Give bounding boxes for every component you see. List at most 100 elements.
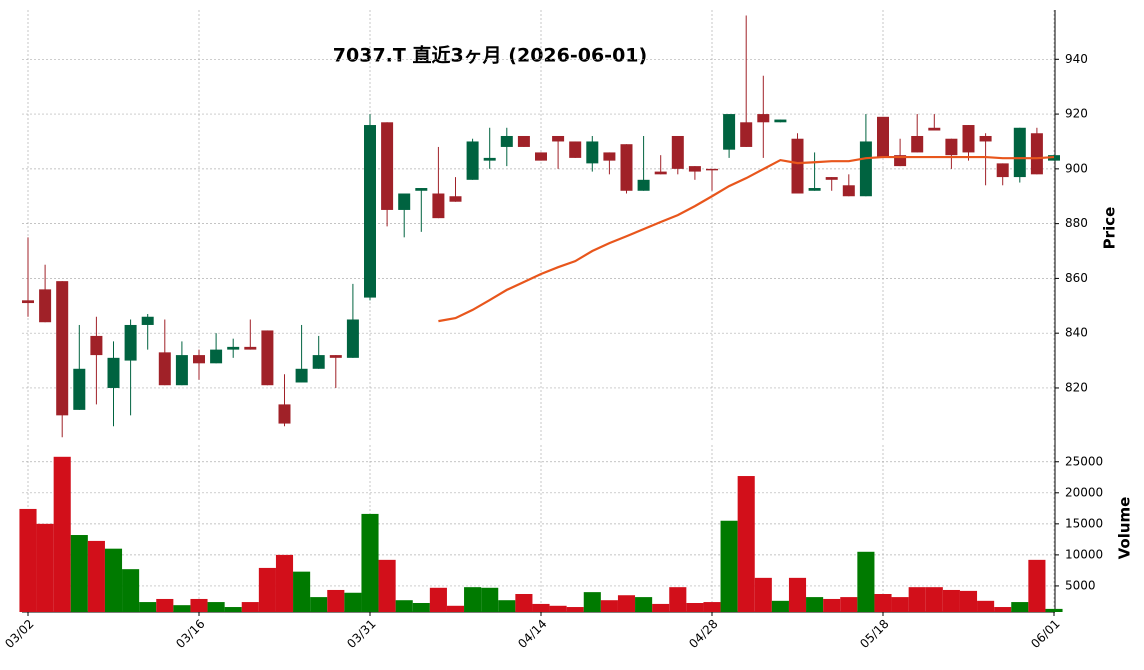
volume-bar xyxy=(942,589,960,612)
candle-body xyxy=(586,141,599,164)
volume-bar xyxy=(190,598,208,612)
volume-bar xyxy=(994,607,1012,612)
candle-body xyxy=(962,125,975,153)
volume-bar xyxy=(788,577,807,612)
candle-body xyxy=(723,114,736,150)
volume-bar xyxy=(959,590,978,612)
volume-bar xyxy=(87,540,105,612)
candle-body xyxy=(569,141,582,158)
volume-bar xyxy=(857,551,875,612)
candle-body xyxy=(535,152,547,161)
candle-body xyxy=(158,352,171,386)
candle-body xyxy=(791,138,804,194)
volume-bar xyxy=(532,603,550,612)
candle-body xyxy=(39,289,52,323)
volume-bar xyxy=(635,597,653,612)
candle-body xyxy=(329,355,342,358)
candle-body xyxy=(210,349,223,364)
candle-body xyxy=(517,135,530,147)
y-tick-label: 920 xyxy=(1065,107,1088,121)
volume-bar xyxy=(549,605,567,612)
candle-body xyxy=(894,155,907,167)
candle-body xyxy=(364,125,376,298)
volume-bar xyxy=(293,571,311,612)
volume-bar xyxy=(515,593,533,612)
y-tick-label: 940 xyxy=(1065,52,1088,66)
chart-title: 7037.T 直近3ヶ月 (2026-06-01) xyxy=(333,44,647,67)
volume-tick-label: 5000 xyxy=(1065,578,1096,592)
volume-bar xyxy=(344,592,362,612)
candle-body xyxy=(654,171,667,175)
candle-body xyxy=(928,127,941,131)
candle-body xyxy=(774,119,787,123)
volume-bar xyxy=(498,600,516,612)
candle-body xyxy=(1013,127,1026,178)
y-tick-label: 860 xyxy=(1065,271,1088,285)
volume-bar xyxy=(583,592,601,612)
volume-bar xyxy=(104,548,123,612)
volume-bar xyxy=(908,587,926,612)
volume-bar xyxy=(977,600,995,612)
candle-body xyxy=(911,135,924,153)
candle-body xyxy=(227,346,240,350)
candle-body xyxy=(432,193,445,219)
volume-tick-label: 25000 xyxy=(1065,454,1103,468)
candle-body xyxy=(825,177,838,180)
candle-body xyxy=(193,355,205,364)
volume-bar xyxy=(275,554,294,612)
volume-bar xyxy=(464,587,482,612)
candle-body xyxy=(398,193,411,210)
moving-average-line xyxy=(438,155,1055,323)
volume-bar xyxy=(378,559,396,612)
volume-bar xyxy=(412,602,430,612)
x-tick-label: 05/18 xyxy=(857,617,891,651)
candle-body xyxy=(979,135,992,142)
volume-bar xyxy=(823,598,841,612)
x-tick-label: 03/02 xyxy=(2,617,36,651)
candle-body xyxy=(842,185,855,197)
candle-body xyxy=(312,355,325,369)
candle-body xyxy=(261,330,274,386)
candle-body xyxy=(346,319,359,358)
volume-bar xyxy=(874,593,892,612)
candle-body xyxy=(73,368,86,410)
candle-body xyxy=(859,141,872,197)
y-axis-label: Price xyxy=(1101,207,1119,250)
candle-body xyxy=(671,135,684,169)
candle-body xyxy=(740,122,753,147)
volume-bar xyxy=(840,597,858,612)
candle-body xyxy=(22,300,34,304)
candle-body xyxy=(124,324,137,361)
candle-body xyxy=(688,166,701,172)
candle-body xyxy=(552,135,565,142)
y-tick-label: 820 xyxy=(1065,380,1088,394)
volume-bar xyxy=(617,595,636,612)
volume-bar xyxy=(891,597,909,612)
volume-bar xyxy=(241,602,259,612)
x-tick-label: 04/14 xyxy=(515,617,549,651)
y-tick-label: 900 xyxy=(1065,161,1088,175)
x-tick-label: 04/28 xyxy=(686,617,720,651)
volume-bar xyxy=(1011,602,1029,612)
candle-body xyxy=(141,316,154,325)
volume-bar xyxy=(327,589,345,612)
volume-bar xyxy=(703,602,721,612)
x-tick-label: 06/01 xyxy=(1028,617,1062,651)
volume-bar xyxy=(686,602,704,612)
candle-body xyxy=(90,335,103,356)
candle-body xyxy=(449,196,462,202)
candle-body xyxy=(603,152,616,161)
volume-bar xyxy=(173,605,191,612)
volume-bar xyxy=(122,569,140,612)
candle-body xyxy=(56,281,69,416)
volume-bar xyxy=(156,598,174,612)
candle-body xyxy=(244,346,257,350)
volume-bar xyxy=(429,587,447,612)
volume-bar xyxy=(19,508,37,612)
volume-tick-label: 10000 xyxy=(1065,547,1103,561)
candle-body xyxy=(808,188,821,191)
volume-bar xyxy=(36,523,54,612)
volume-bar xyxy=(720,520,738,612)
candle-body xyxy=(500,135,513,147)
